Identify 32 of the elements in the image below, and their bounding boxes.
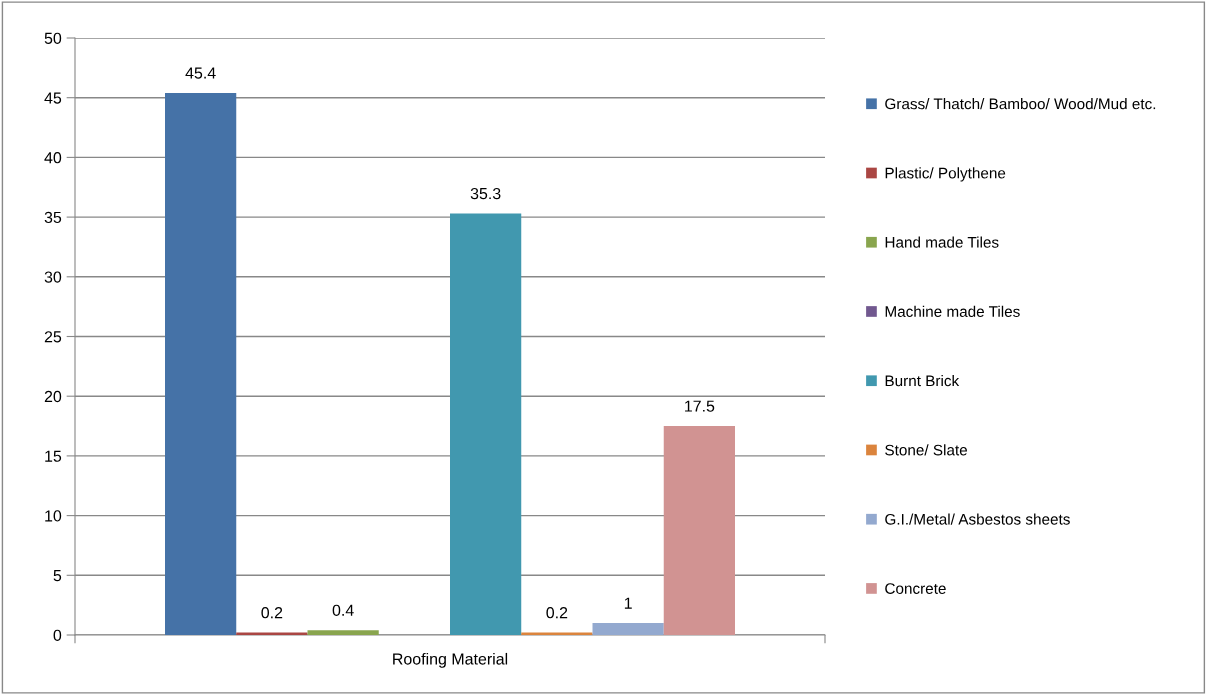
legend-label: Grass/ Thatch/ Bamboo/ Wood/Mud etc. xyxy=(885,98,1156,110)
legend-label: Stone/ Slate xyxy=(885,444,967,456)
bar xyxy=(165,92,237,635)
data-label: 0.4 xyxy=(332,604,354,616)
y-tick-label: 35 xyxy=(44,211,62,224)
legend-label: G.I./Metal/ Asbestos sheets xyxy=(885,513,1070,525)
data-label: 17.5 xyxy=(685,400,715,412)
y-tick-label: 20 xyxy=(44,390,62,403)
y-tick-label: 50 xyxy=(44,32,62,44)
y-tick-label: 30 xyxy=(44,271,62,283)
legend-label: Burnt Brick xyxy=(885,375,960,387)
y-tick-label: 5 xyxy=(53,570,62,582)
data-label: 35.3 xyxy=(470,187,501,200)
x-tick-label: Roofing Material xyxy=(393,652,508,668)
legend-label: Hand made Tiles xyxy=(885,236,999,248)
data-label: 0.2 xyxy=(261,607,283,619)
bar xyxy=(663,426,735,635)
y-tick-label: 10 xyxy=(45,510,62,522)
legend-label: Machine made Tiles xyxy=(885,305,1020,317)
data-label: 45.4 xyxy=(185,67,216,79)
bar xyxy=(450,213,522,635)
y-tick-label: 0 xyxy=(53,629,62,641)
data-label: 1 xyxy=(624,597,632,609)
y-tick-label: 40 xyxy=(44,152,62,164)
bar xyxy=(592,623,664,635)
legend-label: Concrete xyxy=(885,583,946,594)
y-tick-label: 45 xyxy=(44,92,62,104)
bar xyxy=(307,630,379,635)
y-tick-label: 25 xyxy=(44,331,62,343)
data-label: 0.2 xyxy=(546,607,568,619)
legend-label: Plastic/ Polythene xyxy=(885,167,1006,182)
y-tick-label: 15 xyxy=(45,450,62,462)
